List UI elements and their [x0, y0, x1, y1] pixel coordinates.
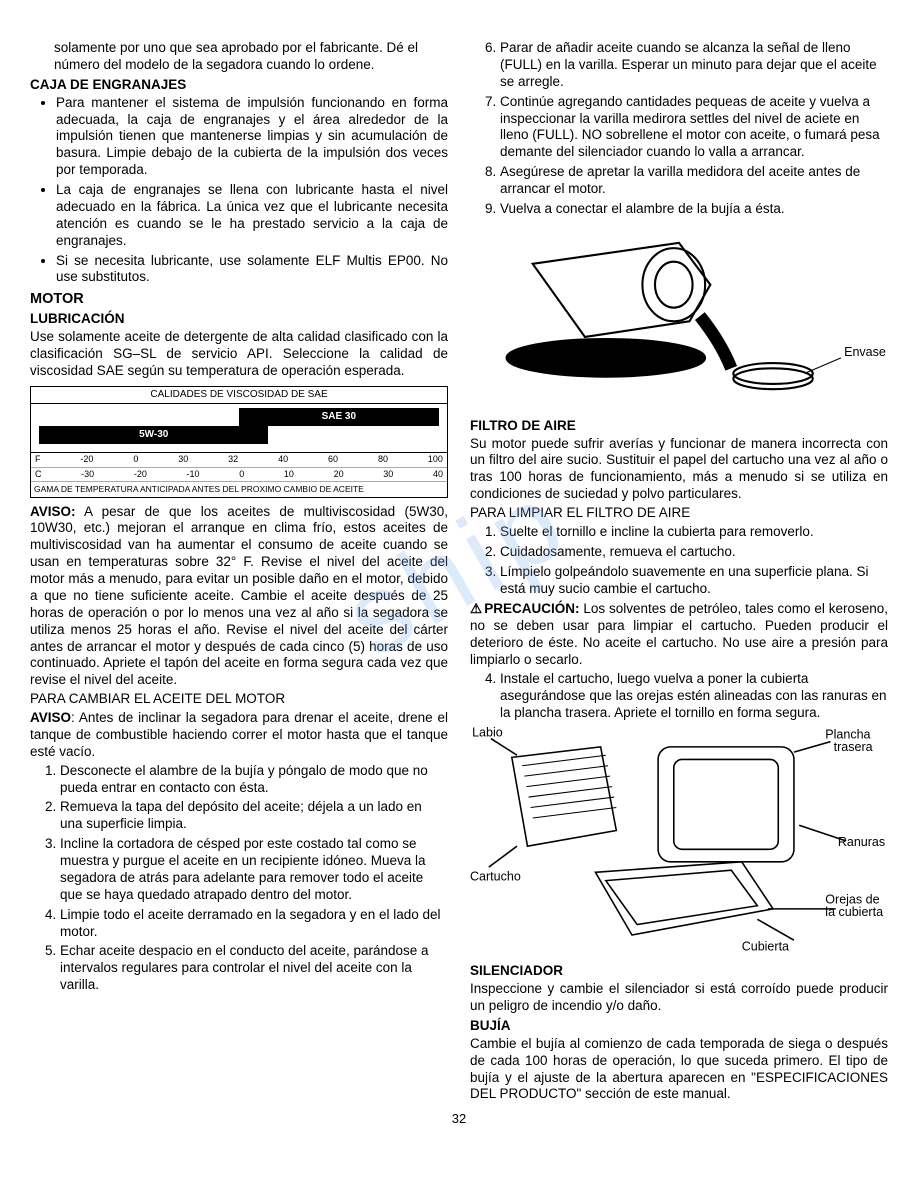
- bar-5w30: 5W-30: [39, 426, 268, 444]
- aviso-2: AVISO: Antes de inclinar la segadora par…: [30, 710, 448, 761]
- caution-icon: [470, 601, 484, 616]
- filtro-text: Su motor puede sufrir averías y funciona…: [470, 436, 888, 504]
- step-3: Incline la cortadora de césped por este …: [60, 836, 448, 904]
- limpiar-3: Límpielo golpeándolo suavemente en una s…: [500, 564, 888, 598]
- heading-cambio: PARA CAMBIAR EL ACEITE DEL MOTOR: [30, 691, 448, 708]
- label-cartucho: Cartucho: [470, 869, 521, 883]
- limpiar-2: Cuidadosamente, remueva el cartucho.: [500, 544, 888, 561]
- label-labio: Labio: [472, 726, 503, 739]
- heading-motor: MOTOR: [30, 290, 448, 308]
- caja-item-3: Si se necesita lubricante, use solamente…: [56, 253, 448, 287]
- step-8: Asegúrese de apretar la varilla medidora…: [500, 164, 888, 198]
- left-column: solamente por uno que sea aprobado por e…: [30, 40, 448, 1105]
- heading-bujia: BUJÍA: [470, 1018, 888, 1035]
- heading-filtro: FILTRO DE AIRE: [470, 418, 888, 435]
- heading-silenciador: SILENCIADOR: [470, 963, 888, 980]
- lubricacion-text: Use solamente aceite de detergente de al…: [30, 329, 448, 380]
- silenciador-text: Inspeccione y cambie el silenciador si e…: [470, 981, 888, 1015]
- precaucion: PRECAUCIÓN: Los solventes de petróleo, t…: [470, 601, 888, 669]
- heading-caja: CAJA DE ENGRANAJES: [30, 77, 448, 94]
- heading-limpiar: PARA LIMPIAR EL FILTRO DE AIRE: [470, 505, 888, 522]
- bar-sae30: SAE 30: [239, 408, 439, 426]
- right-column: Parar de añadir aceite cuando se alcanza…: [470, 40, 888, 1105]
- step-1: Desconecte el alambre de la bujía y póng…: [60, 763, 448, 797]
- chart-scale-f: F -20 0 30 32 40 60 80 100: [31, 453, 447, 467]
- step-6: Parar de añadir aceite cuando se alcanza…: [500, 40, 888, 91]
- page-number: 32: [30, 1111, 888, 1127]
- label-ranuras: Ranuras: [838, 835, 885, 849]
- label-orejas: Orejas dela cubierta: [825, 892, 883, 919]
- limpiar-4: Instale el cartucho, luego vuelva a pone…: [500, 671, 888, 722]
- label-plancha: Planchatrasera: [825, 727, 872, 754]
- heading-lubricacion: LUBRICACIÓN: [30, 311, 448, 328]
- step-4: Limpie todo el aceite derramado en la se…: [60, 907, 448, 941]
- aviso-1: AVISO: A pesar de que los aceites de mul…: [30, 504, 448, 690]
- oil-drain-diagram: Envase: [470, 222, 888, 410]
- label-cubierta: Cubierta: [742, 939, 789, 953]
- bujia-text: Cambie el bujía al comienzo de cada temp…: [470, 1036, 888, 1104]
- step-5: Echar aceite despacio en el conducto del…: [60, 943, 448, 994]
- label-envase: Envase: [844, 345, 886, 359]
- caja-item-2: La caja de engranajes se llena con lubri…: [56, 182, 448, 250]
- air-filter-diagram: Labio Planchatrasera Cartucho Ranuras Cu…: [470, 726, 888, 956]
- intro-continuation: solamente por uno que sea aprobado por e…: [30, 40, 448, 74]
- caja-item-1: Para mantener el sistema de impulsión fu…: [56, 95, 448, 179]
- step-7: Continúe agregando cantidades pequeas de…: [500, 94, 888, 162]
- viscosity-chart: CALIDADES DE VISCOSIDAD DE SAE 5W-30 SAE…: [30, 386, 448, 498]
- limpiar-1: Suelte el tornillo e incline la cubierta…: [500, 524, 888, 541]
- step-9: Vuelva a conectar el alambre de la bujía…: [500, 201, 888, 218]
- chart-scale-c: C -30 -20 -10 0 10 20 30 40: [31, 468, 447, 482]
- chart-caption: GAMA DE TEMPERATURA ANTICIPADA ANTES DEL…: [31, 482, 447, 497]
- chart-title: CALIDADES DE VISCOSIDAD DE SAE: [31, 387, 447, 405]
- step-2: Remueva la tapa del depósito del aceite;…: [60, 799, 448, 833]
